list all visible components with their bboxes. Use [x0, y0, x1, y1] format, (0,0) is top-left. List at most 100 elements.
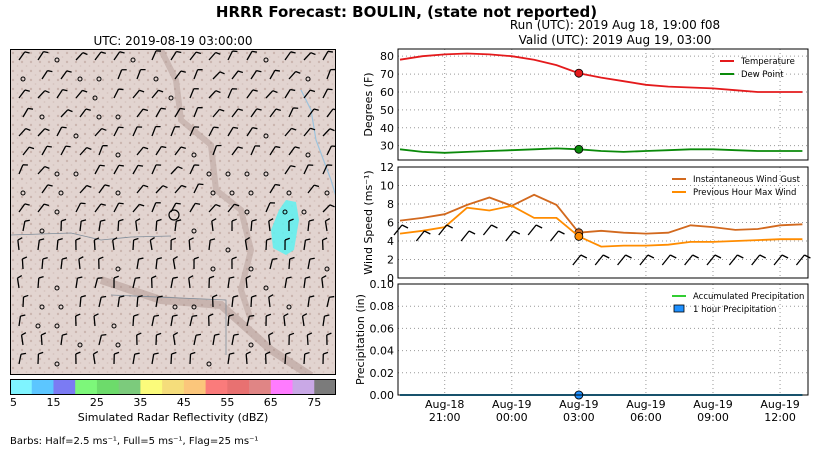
wind-barb-feather: [119, 295, 125, 298]
wind-barb-icon: [155, 220, 158, 232]
calm-barb-icon: [115, 342, 121, 348]
wind-barb-feather: [173, 332, 179, 336]
wind-barb-feather: [177, 166, 183, 170]
wind-barb-icon: [60, 109, 69, 118]
wind-barb-feather: [326, 332, 332, 336]
legend-label: Temperature: [740, 57, 795, 67]
y-tick-label: 6: [387, 217, 394, 230]
calm-barb-icon: [206, 171, 212, 177]
wind-barb-feather: [327, 50, 334, 53]
county-border: [110, 294, 227, 355]
wind-barb-feather: [307, 332, 313, 336]
wind-barb-feather: [172, 256, 178, 260]
wind-barb-icon: [22, 108, 29, 118]
wind-barb-feather: [62, 89, 68, 92]
wind-barb-feather: [219, 108, 225, 112]
wind-barb-feather: [251, 219, 257, 222]
wind-barb-feather: [304, 351, 310, 355]
wind-barb-feather: [133, 237, 139, 241]
legend-label: Instantaneous Wind Gust: [693, 175, 801, 185]
y-tick-label: 80: [380, 50, 394, 63]
wind-barb-icon: [22, 146, 30, 156]
wind-barb-icon: [113, 164, 120, 175]
wind-barb-icon: [284, 353, 287, 365]
wind-barb-feather: [283, 313, 289, 317]
colorbar-swatch: [227, 379, 250, 395]
wind-barb-icon: [193, 107, 199, 118]
wind-barb-icon: [189, 203, 196, 213]
wind-barb-icon: [245, 277, 248, 289]
wind-barb-feather: [468, 230, 476, 235]
wind-barb-icon: [20, 335, 24, 346]
wind-barb-icon: [393, 224, 403, 236]
wind-barb-icon: [265, 90, 274, 99]
calm-barb-icon: [301, 209, 307, 215]
wind-barb-icon: [189, 88, 195, 99]
wind-barb-icon: [212, 335, 216, 346]
wind-barb-feather: [602, 254, 610, 259]
wind-barb-icon: [250, 70, 258, 80]
wind-barb-icon: [208, 239, 211, 251]
calm-barb-icon: [20, 76, 26, 82]
wind-barb-feather: [215, 203, 221, 207]
wind-barb-icon: [594, 254, 604, 266]
wind-barb-feather: [153, 314, 160, 317]
legend-swatch: [673, 304, 685, 313]
wind-barb-feather: [44, 128, 50, 132]
wind-barb-feather: [43, 203, 50, 207]
wind-barb-icon: [231, 108, 239, 118]
wind-barb-feather: [104, 184, 110, 187]
wind-barb-feather: [275, 183, 281, 186]
colorbar-tick-label: 5: [10, 396, 17, 409]
legend-label: Dew Point: [741, 70, 784, 80]
wind-barb-icon: [288, 258, 291, 270]
wind-barb-feather: [245, 351, 251, 355]
x-tick-time: 09:00: [697, 411, 729, 424]
wind-barb-icon: [41, 184, 49, 194]
wind-barb-icon: [75, 89, 83, 99]
wind-barb-feather: [75, 237, 81, 241]
wind-barb-feather: [86, 184, 92, 188]
wind-barb-icon: [151, 89, 159, 99]
wind-barb-feather: [252, 89, 258, 92]
calm-barb-icon: [39, 114, 45, 120]
wind-barb-feather: [329, 128, 335, 132]
wind-barb-feather: [114, 351, 120, 355]
wind-barb-icon: [151, 126, 157, 137]
wind-barb-icon: [193, 335, 197, 346]
wind-barb-feather: [305, 238, 311, 241]
wind-barb-feather: [535, 224, 543, 229]
wind-barb-icon: [18, 354, 22, 365]
calm-barb-icon: [111, 323, 117, 329]
colorbar-swatch: [96, 379, 120, 395]
wind-barb-icon: [773, 254, 783, 266]
x-tick-date: Aug-19: [559, 398, 598, 411]
wind-barb-icon: [16, 278, 20, 289]
wind-barb-feather: [112, 237, 118, 241]
wind-barb-feather: [158, 89, 164, 93]
wind-barb-icon: [132, 89, 140, 99]
wind-barb-icon: [326, 108, 334, 118]
wind-barb-icon: [174, 146, 182, 156]
wind-barb-icon: [79, 296, 82, 308]
wind-barb-icon: [212, 71, 221, 80]
wind-barb-icon: [170, 166, 179, 175]
colorbar-swatch: [31, 379, 54, 395]
wind-barb-icon: [37, 203, 45, 213]
wind-barb-feather: [219, 71, 225, 75]
wind-barb-icon: [136, 146, 144, 156]
wind-barb-icon: [41, 70, 49, 80]
wind-barb-feather: [118, 218, 124, 222]
wind-barb-feather: [268, 294, 274, 298]
y-tick-label: 0: [387, 272, 394, 285]
wind-barb-feather: [61, 126, 67, 129]
station-marker: [168, 209, 180, 221]
wind-barb-icon: [303, 164, 309, 175]
wind-barb-icon: [41, 258, 44, 270]
wind-barb-feather: [310, 52, 316, 56]
wind-barb-icon: [189, 316, 193, 327]
wind-barb-icon: [246, 51, 253, 61]
wind-barb-icon: [117, 69, 123, 80]
x-tick-date: Aug-19: [760, 398, 799, 411]
wind-barb-icon: [37, 51, 45, 61]
